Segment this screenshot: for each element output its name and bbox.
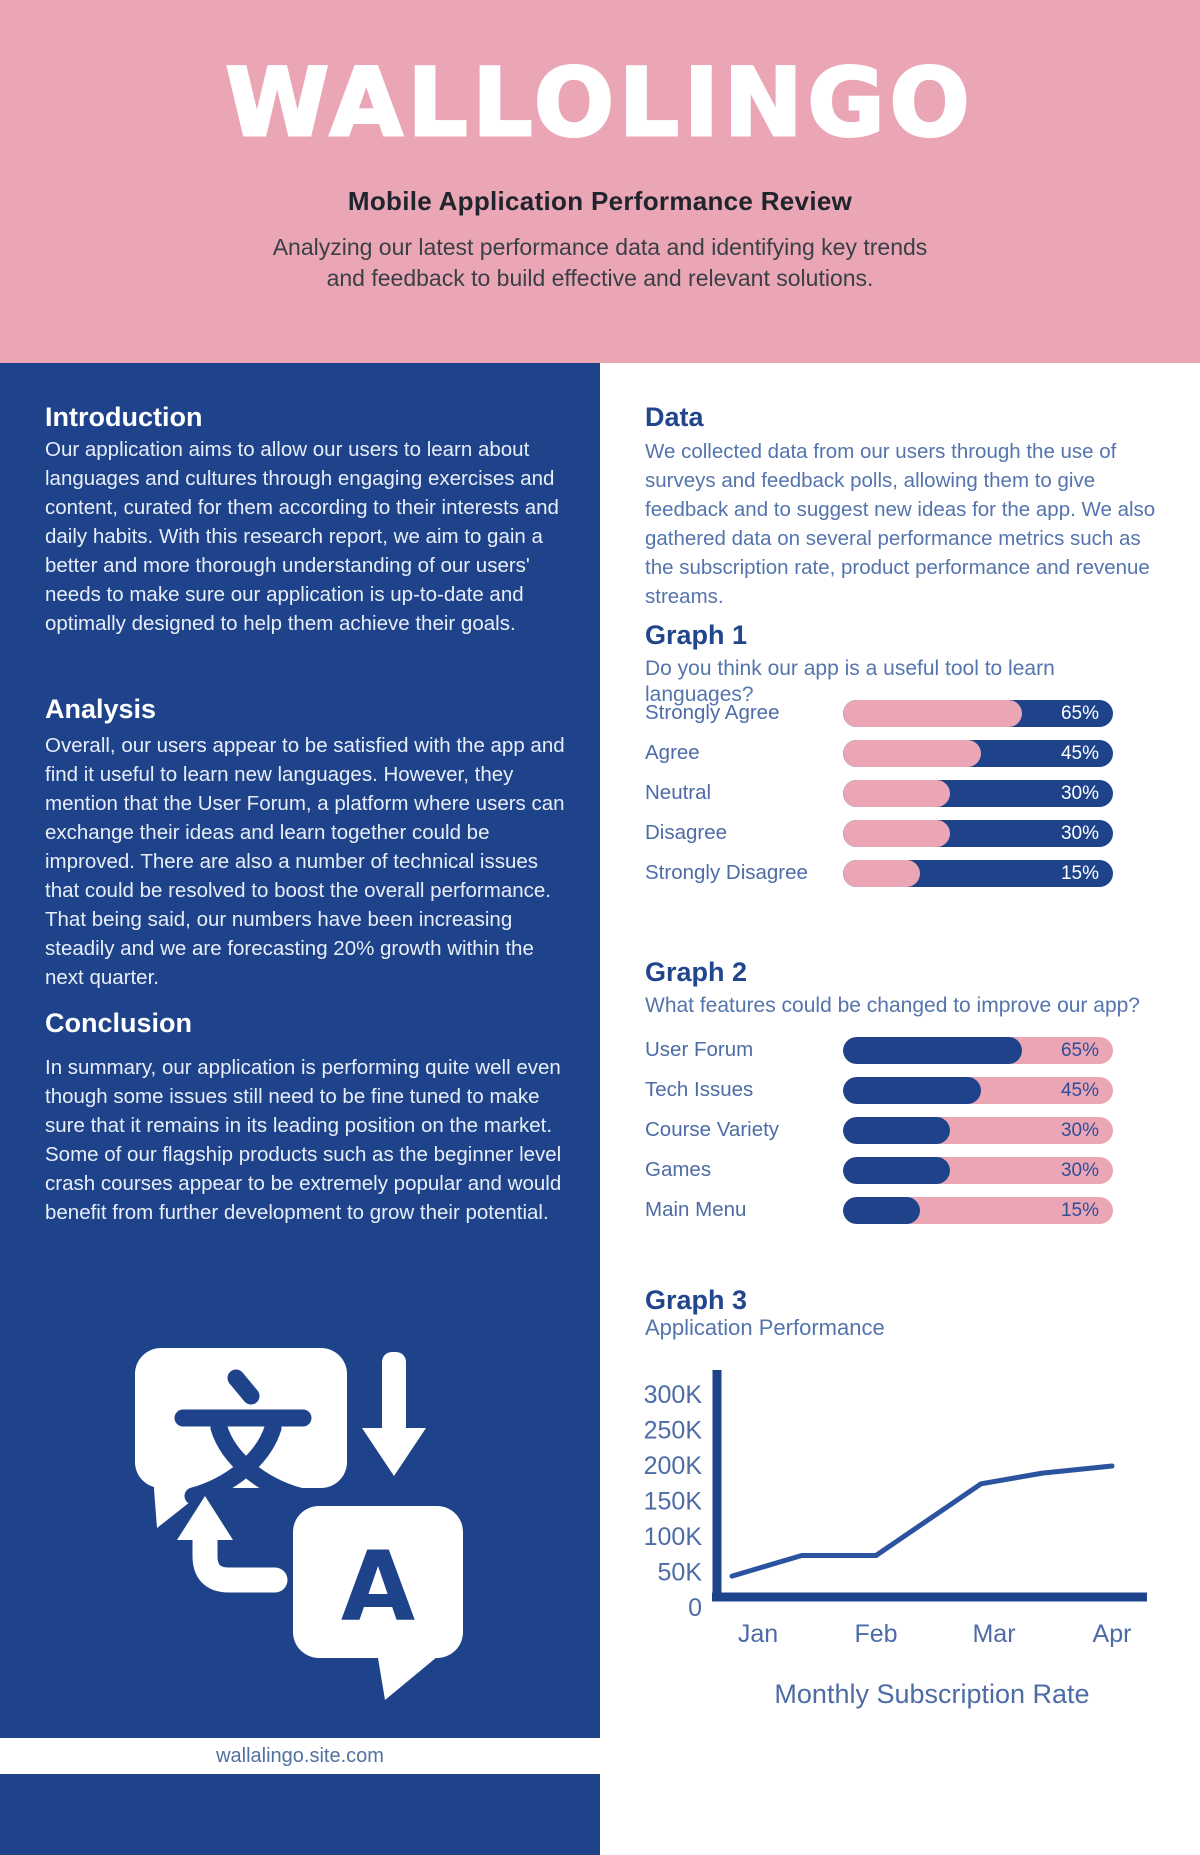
bar-row: Agree 45% [645,733,1155,773]
bar-row: Strongly Agree 65% [645,693,1155,733]
bar-category-label: Main Menu [645,1198,747,1221]
bar-value-label: 30% [1060,822,1099,844]
bar-category-label: Course Variety [645,1118,780,1141]
graph2-heading: Graph 2 [645,957,748,987]
x-tick-label: Mar [972,1620,1015,1648]
graph2-bar-chart: User Forum 65% Tech Issues 45% Course Variet… [645,1030,1155,1230]
page-description: Analyzing our latest performance data an… [0,232,1200,294]
bar-track: 30% [843,779,1113,807]
graph1-heading: Graph 1 [645,620,748,650]
bar-track: 30% [843,819,1113,847]
graph2-question: What features could be changed to improv… [645,994,1140,1017]
bar-track: 30% [843,1156,1113,1184]
page-description-line2: and feedback to build effective and rele… [326,265,874,291]
bar-track: 15% [843,1196,1113,1224]
analysis-heading: Analysis [45,694,157,724]
bar-category-label: Strongly Disagree [645,861,808,884]
page-title: WALLOLINGO [224,49,975,158]
bar-track: 65% [843,699,1113,727]
conclusion-heading: Conclusion [45,1008,192,1038]
y-tick-label: 200K [644,1452,703,1480]
bar-fill [843,859,920,887]
y-tick-label: 100K [644,1523,703,1551]
graph1-question: Do you think our app is a useful tool to… [645,657,1055,706]
bar-fill [843,1036,1023,1064]
bar-value-label: 30% [1060,1119,1099,1141]
bar-fill [843,779,951,807]
y-tick-label: 300K [644,1381,703,1409]
graph3-caption: Monthly Subscription Rate [774,1679,1089,1709]
bar-fill [843,739,982,767]
bar-fill [843,1156,951,1184]
introduction-body: Our application aims to allow our users … [45,438,559,635]
x-tick-label: Apr [1093,1620,1132,1648]
y-tick-label: 150K [644,1488,703,1516]
bar-row: Tech Issues 45% [645,1070,1155,1110]
header-banner: WALLOLINGO Mobile Application Performanc… [0,0,1200,363]
y-tick-label: 250K [644,1417,703,1445]
bar-value-label: 15% [1060,862,1099,884]
bar-fill [843,699,1023,727]
bar-row: Neutral 30% [645,773,1155,813]
bar-value-label: 45% [1060,1079,1099,1101]
introduction-heading: Introduction [45,402,203,432]
right-column: Data We collected data from our users th… [600,363,1200,1855]
y-tick-label: 0 [688,1594,702,1622]
bar-value-label: 45% [1060,742,1099,764]
bar-value-label: 30% [1060,782,1099,804]
bar-category-label: Tech Issues [645,1078,754,1101]
bar-value-label: 65% [1060,702,1099,724]
bar-track: 30% [843,1116,1113,1144]
bar-track: 45% [843,1076,1113,1104]
page-description-line1: Analyzing our latest performance data an… [272,234,928,260]
bar-row: Disagree 30% [645,813,1155,853]
bar-value-label: 30% [1060,1159,1099,1181]
bar-track: 15% [843,859,1113,887]
bar-track: 45% [843,739,1113,767]
bar-category-label: Games [645,1158,712,1181]
bar-row: Course Variety 30% [645,1110,1155,1150]
bar-track: 65% [843,1036,1113,1064]
bar-category-label: Disagree [645,821,728,844]
data-heading: Data [645,402,704,432]
bar-fill [843,819,951,847]
bar-fill [843,1116,951,1144]
data-body: We collected data from our users through… [645,440,1156,608]
footer-url: wallalingo.site.com [216,1745,384,1767]
footer-band: wallalingo.site.com [0,1738,600,1774]
bar-value-label: 65% [1060,1039,1099,1061]
bar-row: Strongly Disagree 15% [645,853,1155,893]
graph3-subtitle: Application Performance [645,1315,885,1340]
analysis-body: Overall, our users appear to be satisfie… [45,734,565,989]
bar-fill [843,1076,982,1104]
conclusion-body: In summary, our application is performin… [45,1056,562,1224]
subscription-rate-line [729,1463,1115,1579]
graph1-bar-chart: Strongly Agree 65% Agree 45% Neutral 30% Disag… [645,693,1155,893]
y-tick-label: 50K [658,1559,703,1587]
translate-icon: A [135,1348,463,1700]
svg-text:A: A [341,1531,415,1643]
bar-category-label: Agree [645,741,700,764]
left-column: Introduction Our application aims to all… [0,363,600,1855]
bar-category-label: Neutral [645,781,712,804]
graph3-line-chart: 300K 250K 200K 150K 100K 50K 0 Jan Feb Mar Apr Mont… [644,1370,1147,1709]
graph3-heading: Graph 3 [645,1285,748,1315]
bar-value-label: 15% [1060,1199,1099,1221]
page-subtitle: Mobile Application Performance Review [347,186,853,216]
bar-category-label: Strongly Agree [645,701,780,724]
bar-row: Main Menu 15% [645,1190,1155,1230]
x-tick-label: Jan [738,1620,778,1648]
bar-row: Games 30% [645,1150,1155,1190]
bar-row: User Forum 65% [645,1030,1155,1070]
x-tick-label: Feb [854,1620,897,1648]
bar-fill [843,1196,920,1224]
bar-category-label: User Forum [645,1038,754,1061]
